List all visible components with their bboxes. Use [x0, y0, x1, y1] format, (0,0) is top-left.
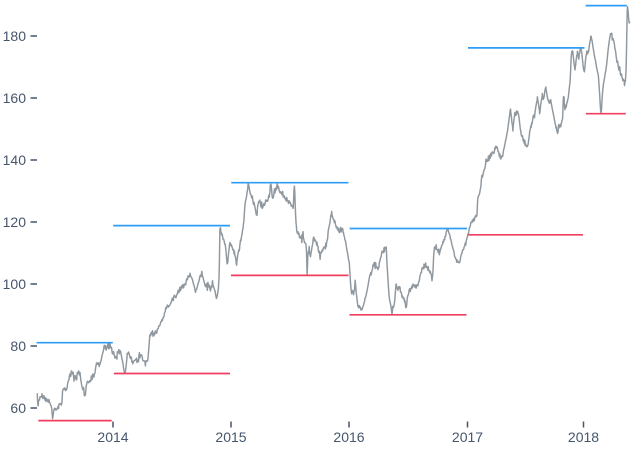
svg-text:2014: 2014: [97, 429, 128, 445]
svg-text:80: 80: [10, 338, 26, 354]
svg-text:180: 180: [3, 28, 27, 44]
svg-text:2016: 2016: [333, 429, 364, 445]
svg-text:60: 60: [10, 400, 26, 416]
svg-text:120: 120: [3, 214, 27, 230]
svg-text:160: 160: [3, 90, 27, 106]
svg-text:100: 100: [3, 276, 27, 292]
svg-text:2015: 2015: [215, 429, 246, 445]
svg-text:2018: 2018: [568, 429, 599, 445]
svg-text:2017: 2017: [452, 429, 483, 445]
svg-text:140: 140: [3, 152, 27, 168]
